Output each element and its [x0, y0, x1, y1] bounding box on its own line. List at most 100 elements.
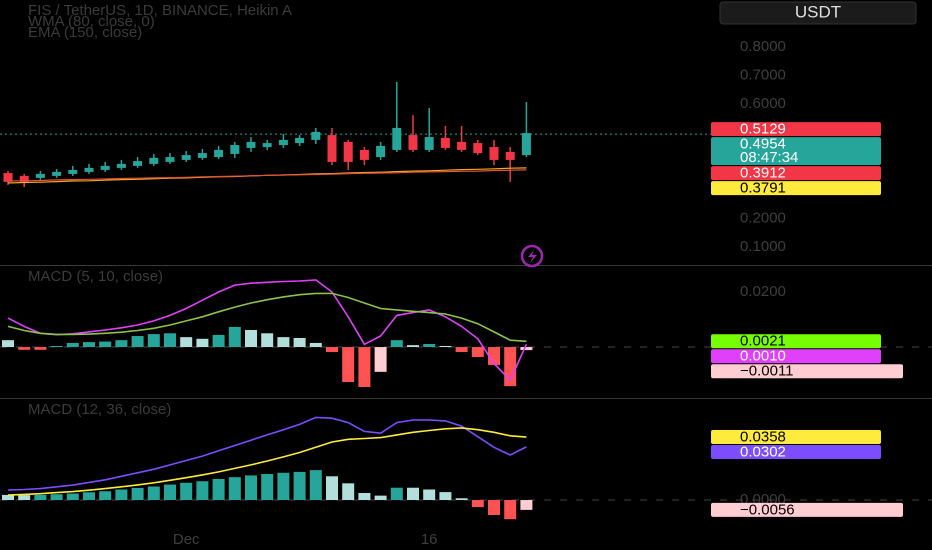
candle-body: [52, 171, 62, 176]
histogram-bar: [358, 493, 371, 501]
price-tag-label: 0.5129: [740, 121, 786, 138]
candle-body: [181, 155, 191, 160]
price-tag: [711, 166, 881, 181]
candle-body: [521, 133, 531, 156]
indicator-line: [7, 292, 527, 343]
histogram-bar: [423, 489, 436, 501]
price-tag: [711, 364, 903, 379]
histogram-bar: [34, 494, 47, 501]
histogram-bar: [2, 494, 14, 501]
candle-body: [246, 141, 256, 148]
histogram-bar: [115, 489, 128, 501]
histogram-bar: [326, 347, 338, 353]
price-tag-label: 0.0010: [740, 348, 786, 365]
histogram-bar: [455, 347, 468, 353]
histogram-bar: [245, 329, 257, 348]
candle-body: [376, 145, 386, 158]
pane-title: MACD (5, 10, close): [28, 268, 163, 285]
price-tag: [711, 349, 881, 364]
currency-button[interactable]: USDT: [719, 1, 917, 25]
candle-body: [19, 175, 29, 182]
candle-body: [197, 153, 207, 158]
histogram-bar: [83, 342, 95, 348]
indicator-label: EMA (150, close): [28, 24, 142, 41]
histogram-bar: [147, 334, 160, 348]
histogram-bar: [520, 347, 533, 351]
histogram-bar: [326, 476, 338, 501]
histogram-bar: [471, 347, 484, 357]
histogram-bar: [309, 470, 322, 501]
price-tag: [711, 445, 881, 460]
candle-body: [149, 157, 159, 164]
candle-body: [505, 151, 515, 160]
histogram-bar: [390, 340, 403, 348]
histogram-bar: [423, 344, 436, 348]
histogram-bar: [342, 483, 355, 501]
y-tick-label: 0.1000: [740, 238, 786, 255]
histogram-bar: [488, 347, 500, 365]
histogram-bar: [164, 484, 176, 501]
price-tag-label: 0.0358: [740, 429, 786, 446]
candle-body: [100, 165, 110, 170]
histogram-bar: [66, 342, 79, 348]
countdown-label: 08:47:34: [740, 149, 798, 166]
price-tag: [711, 502, 903, 517]
indicator-line: [7, 427, 527, 496]
histogram-bar: [455, 498, 468, 501]
histogram-bar: [50, 345, 63, 348]
candle-body: [473, 143, 483, 154]
candle-body: [295, 137, 305, 144]
histogram-bar: [180, 482, 193, 501]
histogram-bar: [390, 487, 403, 501]
histogram-bar: [358, 347, 371, 387]
candle-body: [311, 131, 321, 140]
histogram-bar: [504, 500, 517, 520]
candle-body: [359, 149, 369, 160]
histogram-bar: [520, 500, 533, 510]
histogram-bar: [374, 495, 387, 501]
histogram-bar: [147, 486, 160, 501]
histogram-bar: [277, 337, 290, 348]
histogram-bar: [164, 333, 176, 348]
histogram-bar: [99, 341, 112, 348]
candle-body: [392, 127, 402, 150]
histogram-bar: [2, 340, 14, 348]
histogram-bar: [131, 487, 144, 501]
price-tag: [711, 137, 881, 166]
histogram-bar: [115, 340, 128, 348]
histogram-bar: [18, 495, 31, 501]
candle-body: [35, 173, 45, 178]
x-tick-label: Dec: [173, 531, 200, 548]
candle-body: [116, 163, 126, 168]
histogram-bar: [261, 333, 274, 348]
histogram-bar: [439, 345, 452, 348]
histogram-bar: [180, 337, 193, 348]
candle-body: [457, 141, 467, 150]
histogram-bar: [18, 347, 31, 350]
x-tick-label: 16: [421, 531, 438, 548]
histogram-bar: [34, 347, 47, 350]
button-bg[interactable]: [719, 1, 917, 25]
histogram-bar: [277, 472, 290, 501]
candle-body: [440, 137, 450, 148]
candle-body: [489, 147, 499, 160]
candle-body: [165, 157, 175, 162]
histogram-bar: [374, 347, 387, 372]
indicator-label: WMA (80, close, 0): [28, 13, 155, 30]
histogram-bar: [50, 494, 63, 501]
candle-body: [343, 141, 353, 162]
histogram-bar: [212, 478, 225, 501]
histogram-bar: [196, 338, 209, 348]
price-tag-label: 0.0302: [740, 444, 786, 461]
candle-body: [84, 167, 94, 172]
candle-body: [68, 169, 78, 174]
candle-body: [3, 173, 13, 182]
candle-body: [230, 145, 240, 154]
histogram-bar: [228, 477, 241, 501]
button-label[interactable]: USDT: [795, 2, 841, 21]
y-tick-label: 0.2000: [740, 209, 786, 226]
chart-title: FIS / TetherUS, 1D, BINANCE, Heikin A: [28, 2, 292, 19]
price-tag: [711, 334, 881, 349]
histogram-bar: [261, 474, 274, 501]
